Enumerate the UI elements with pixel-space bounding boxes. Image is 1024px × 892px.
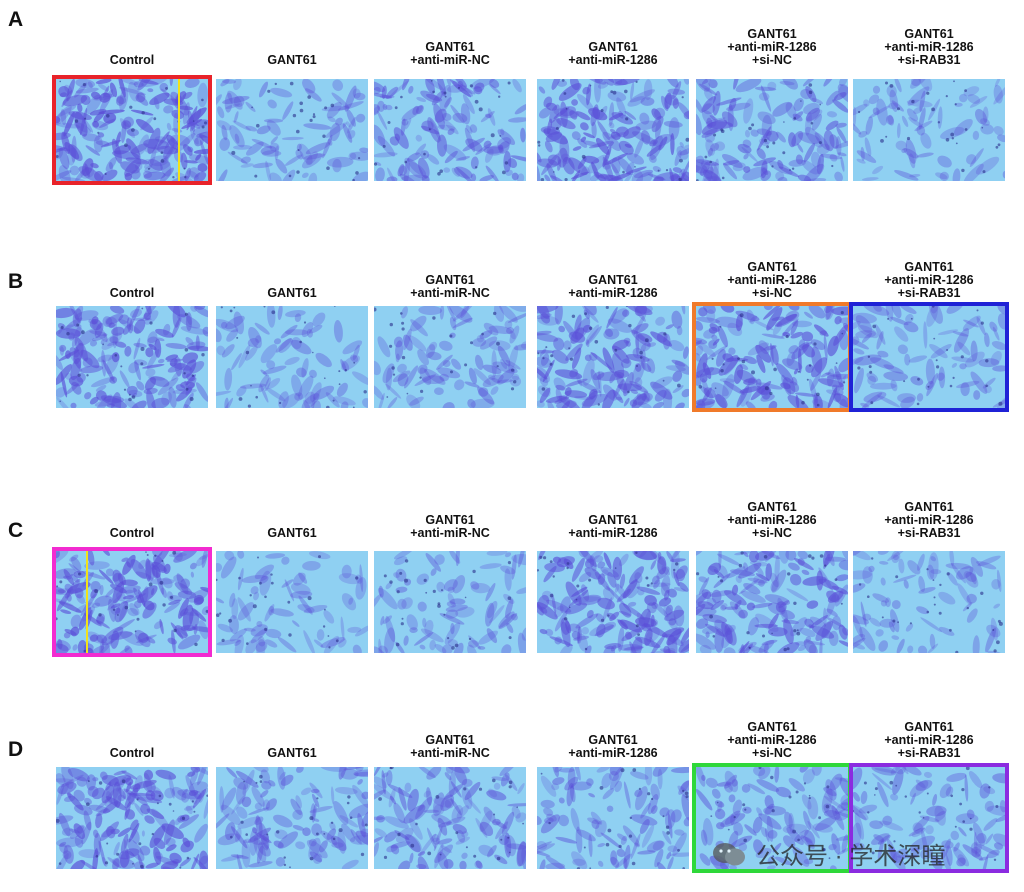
wechat-icon [713, 842, 745, 865]
micrograph-tile [216, 767, 368, 869]
micrograph-tile [696, 551, 848, 653]
column-label: GANT61 +anti-miR-NC [410, 273, 490, 300]
column-label: Control [109, 286, 155, 300]
micrograph-tile [853, 306, 1005, 408]
micrograph-tile [56, 306, 208, 408]
micrograph-tile [374, 767, 526, 869]
column-label: GANT61 +anti-miR-NC [410, 733, 490, 760]
highlight-frame [849, 302, 1009, 412]
panel-letter-b: B [8, 270, 24, 293]
micrograph-tile [537, 306, 689, 408]
micrograph-tile [56, 79, 208, 181]
column-label: GANT61 +anti-miR-1286 +si-RAB31 [884, 260, 974, 300]
micrograph-tile [696, 79, 848, 181]
column-label: GANT61 +anti-miR-NC [410, 40, 490, 67]
column-label: Control [109, 526, 155, 540]
micrograph-tile [853, 79, 1005, 181]
watermark-text: 公众号 · 学术深瞳 [756, 843, 946, 870]
micrograph-tile [537, 767, 689, 869]
micrograph-tile [374, 306, 526, 408]
micrograph-tile [853, 551, 1005, 653]
panel-letter-d: D [8, 738, 24, 761]
column-label: Control [109, 746, 155, 760]
micrograph-tile [216, 551, 368, 653]
column-label: GANT61 [267, 53, 317, 67]
column-label: GANT61 +anti-miR-1286 +si-RAB31 [884, 500, 974, 540]
micrograph-tile [56, 551, 208, 653]
column-label: Control [109, 53, 155, 67]
panel-letter-c: C [8, 519, 24, 542]
highlight-frame [52, 547, 212, 657]
column-label: GANT61 +anti-miR-1286 +si-NC [727, 720, 817, 760]
marker-line [86, 551, 89, 653]
micrograph-tile [216, 306, 368, 408]
column-label: GANT61 +anti-miR-1286 [568, 40, 658, 67]
micrograph-tile [537, 79, 689, 181]
column-label: GANT61 +anti-miR-1286 +si-NC [727, 260, 817, 300]
column-label: GANT61 +anti-miR-1286 +si-RAB31 [884, 720, 974, 760]
micrograph-tile [374, 79, 526, 181]
column-label: GANT61 +anti-miR-1286 +si-NC [727, 500, 817, 540]
micrograph-tile [56, 767, 208, 869]
marker-line [177, 79, 180, 181]
column-label: GANT61 [267, 286, 317, 300]
highlight-frame [849, 763, 1009, 873]
micrograph-tile [374, 551, 526, 653]
column-label: GANT61 +anti-miR-1286 [568, 513, 658, 540]
watermark: 公众号 · 学术深瞳 [712, 836, 945, 871]
column-label: GANT61 [267, 526, 317, 540]
micrograph-tile [537, 551, 689, 653]
micrograph-tile [696, 306, 848, 408]
highlight-frame [692, 302, 852, 412]
highlight-frame [52, 75, 212, 185]
column-label: GANT61 +anti-miR-1286 +si-RAB31 [884, 27, 974, 67]
column-label: GANT61 +anti-miR-NC [410, 513, 490, 540]
panel-letter-a: A [8, 8, 24, 31]
column-label: GANT61 [267, 746, 317, 760]
micrograph-tile [216, 79, 368, 181]
column-label: GANT61 +anti-miR-1286 [568, 273, 658, 300]
column-label: GANT61 +anti-miR-1286 [568, 733, 658, 760]
micrograph-tile [853, 767, 1005, 869]
column-label: GANT61 +anti-miR-1286 +si-NC [727, 27, 817, 67]
